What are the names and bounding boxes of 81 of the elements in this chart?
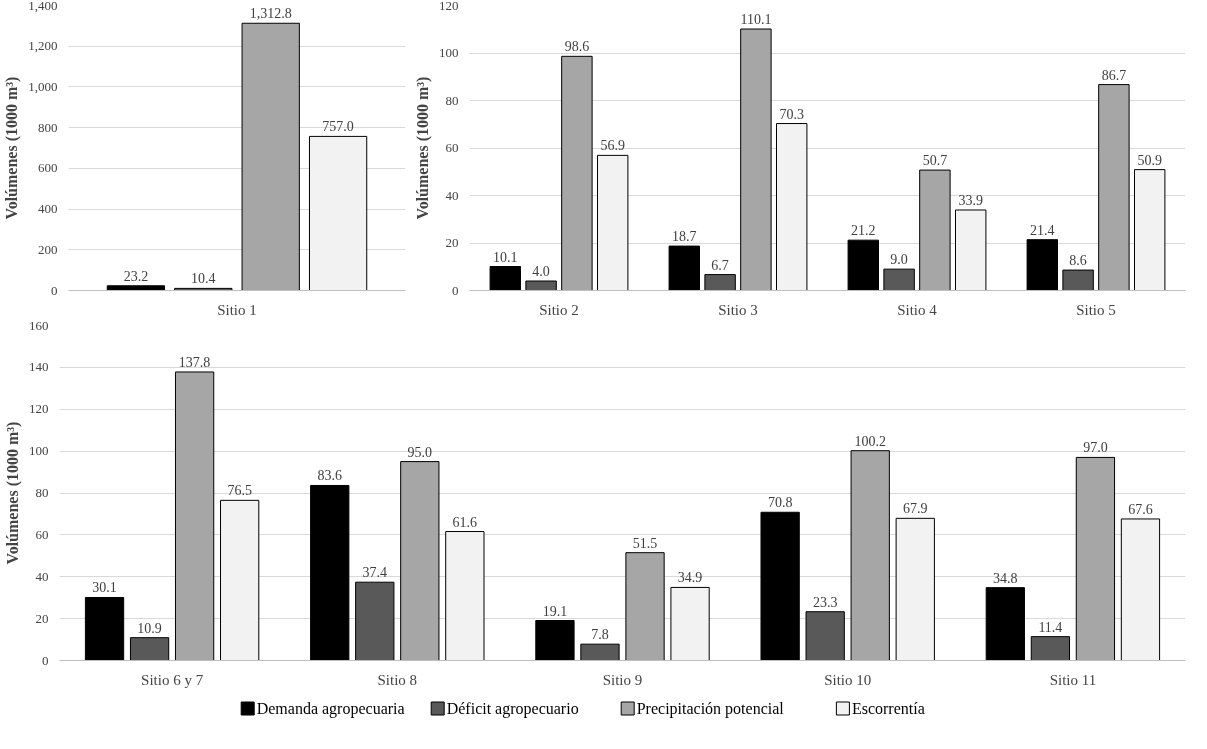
- data-label: 110.1: [740, 12, 772, 28]
- data-label: 67.6: [1128, 501, 1153, 517]
- y-tick-label: 100: [439, 45, 459, 60]
- y-tick-label: 200: [38, 241, 58, 257]
- data-label: 137.8: [178, 354, 211, 370]
- legend-label: Déficit agropecuario: [446, 700, 579, 718]
- y-tick-label: 160: [29, 317, 49, 333]
- y-tick-label: 600: [38, 160, 58, 176]
- data-label: 21.4: [1030, 222, 1055, 238]
- data-label: 10.9: [137, 620, 162, 636]
- data-label: 56.9: [600, 138, 625, 154]
- y-axis-title: Volúmenes (1000 m³): [414, 76, 432, 220]
- y-tick-label: 60: [35, 526, 49, 542]
- data-label: 34.9: [677, 570, 703, 586]
- x-tick-label: Sitio 5: [1076, 301, 1116, 318]
- data-label: 23.2: [123, 268, 149, 284]
- y-tick-label: 0: [51, 282, 58, 298]
- data-label: 4.0: [532, 264, 550, 279]
- x-tick-label: Sitio 9: [602, 671, 643, 688]
- y-tick-label: 80: [445, 92, 459, 108]
- y-tick-label: 400: [38, 201, 58, 217]
- y-tick-label: 80: [35, 485, 49, 500]
- legend-label: Escorrentía: [851, 700, 925, 717]
- data-label: 10.4: [191, 271, 216, 287]
- x-tick-label: Sitio 6 y 7: [141, 671, 204, 688]
- x-tick-label: Sitio 11: [1049, 671, 1097, 688]
- data-label: 37.4: [362, 565, 388, 581]
- data-label: 30.1: [92, 580, 117, 596]
- data-label: 98.6: [564, 39, 590, 55]
- y-tick-label: 20: [35, 610, 49, 626]
- y-tick-label: 120: [439, 0, 459, 13]
- data-label: 83.6: [317, 468, 342, 484]
- data-label: 50.9: [1137, 152, 1162, 168]
- data-label: 757.0: [322, 119, 354, 135]
- x-tick-label: Sitio 1: [217, 301, 257, 318]
- data-label: 100.2: [854, 433, 886, 449]
- data-label: 61.6: [452, 514, 478, 530]
- data-label: 76.5: [227, 483, 252, 499]
- legend-label: Demanda agropecuaria: [256, 700, 405, 718]
- data-label: 33.9: [958, 192, 983, 208]
- y-tick-label: 40: [445, 187, 459, 203]
- data-label: 70.8: [767, 495, 793, 511]
- y-tick-label: 0: [452, 282, 459, 298]
- x-tick-label: Sitio 4: [897, 301, 938, 318]
- data-label: 18.7: [672, 229, 697, 245]
- data-label: 97.0: [1083, 440, 1108, 456]
- y-tick-label: 1,000: [28, 78, 58, 94]
- y-tick-label: 800: [38, 119, 58, 135]
- x-tick-label: Sitio 10: [824, 671, 872, 688]
- x-tick-label: Sitio 2: [539, 301, 579, 318]
- y-tick-label: 1,400: [28, 0, 58, 13]
- data-label: 11.4: [1038, 619, 1063, 635]
- data-label: 19.1: [542, 603, 568, 619]
- data-label: 10.1: [493, 249, 518, 265]
- data-label: 6.7: [711, 257, 729, 273]
- data-label: 70.3: [779, 106, 804, 122]
- y-tick-label: 60: [445, 140, 459, 155]
- data-label: 8.6: [1069, 253, 1087, 269]
- legend-label: Precipitación potencial: [636, 700, 785, 718]
- y-tick-label: 40: [35, 568, 49, 584]
- data-label: 51.5: [632, 535, 658, 551]
- x-tick-label: Sitio 3: [718, 301, 758, 318]
- y-tick-label: 20: [445, 235, 459, 250]
- data-label: 23.3: [812, 594, 838, 610]
- y-tick-label: 120: [29, 401, 49, 417]
- y-axis-title: Volúmenes (1000 m³): [3, 76, 22, 220]
- data-label: 67.9: [903, 501, 928, 517]
- data-label: 34.8: [993, 570, 1018, 586]
- y-tick-label: 0: [42, 652, 49, 668]
- data-label: 95.0: [407, 444, 433, 460]
- data-label: 9.0: [890, 252, 908, 268]
- x-tick-label: Sitio 8: [377, 671, 418, 688]
- data-label: 1,312.8: [249, 6, 292, 22]
- data-label: 21.2: [851, 223, 876, 239]
- data-label: 7.8: [591, 627, 609, 643]
- y-tick-label: 1,200: [28, 38, 58, 54]
- y-tick-label: 100: [29, 443, 49, 459]
- y-tick-label: 140: [29, 359, 49, 375]
- y-axis-title: Volúmenes (1000 m³): [4, 421, 22, 565]
- data-label: 50.7: [922, 153, 948, 169]
- data-label: 86.7: [1101, 67, 1127, 83]
